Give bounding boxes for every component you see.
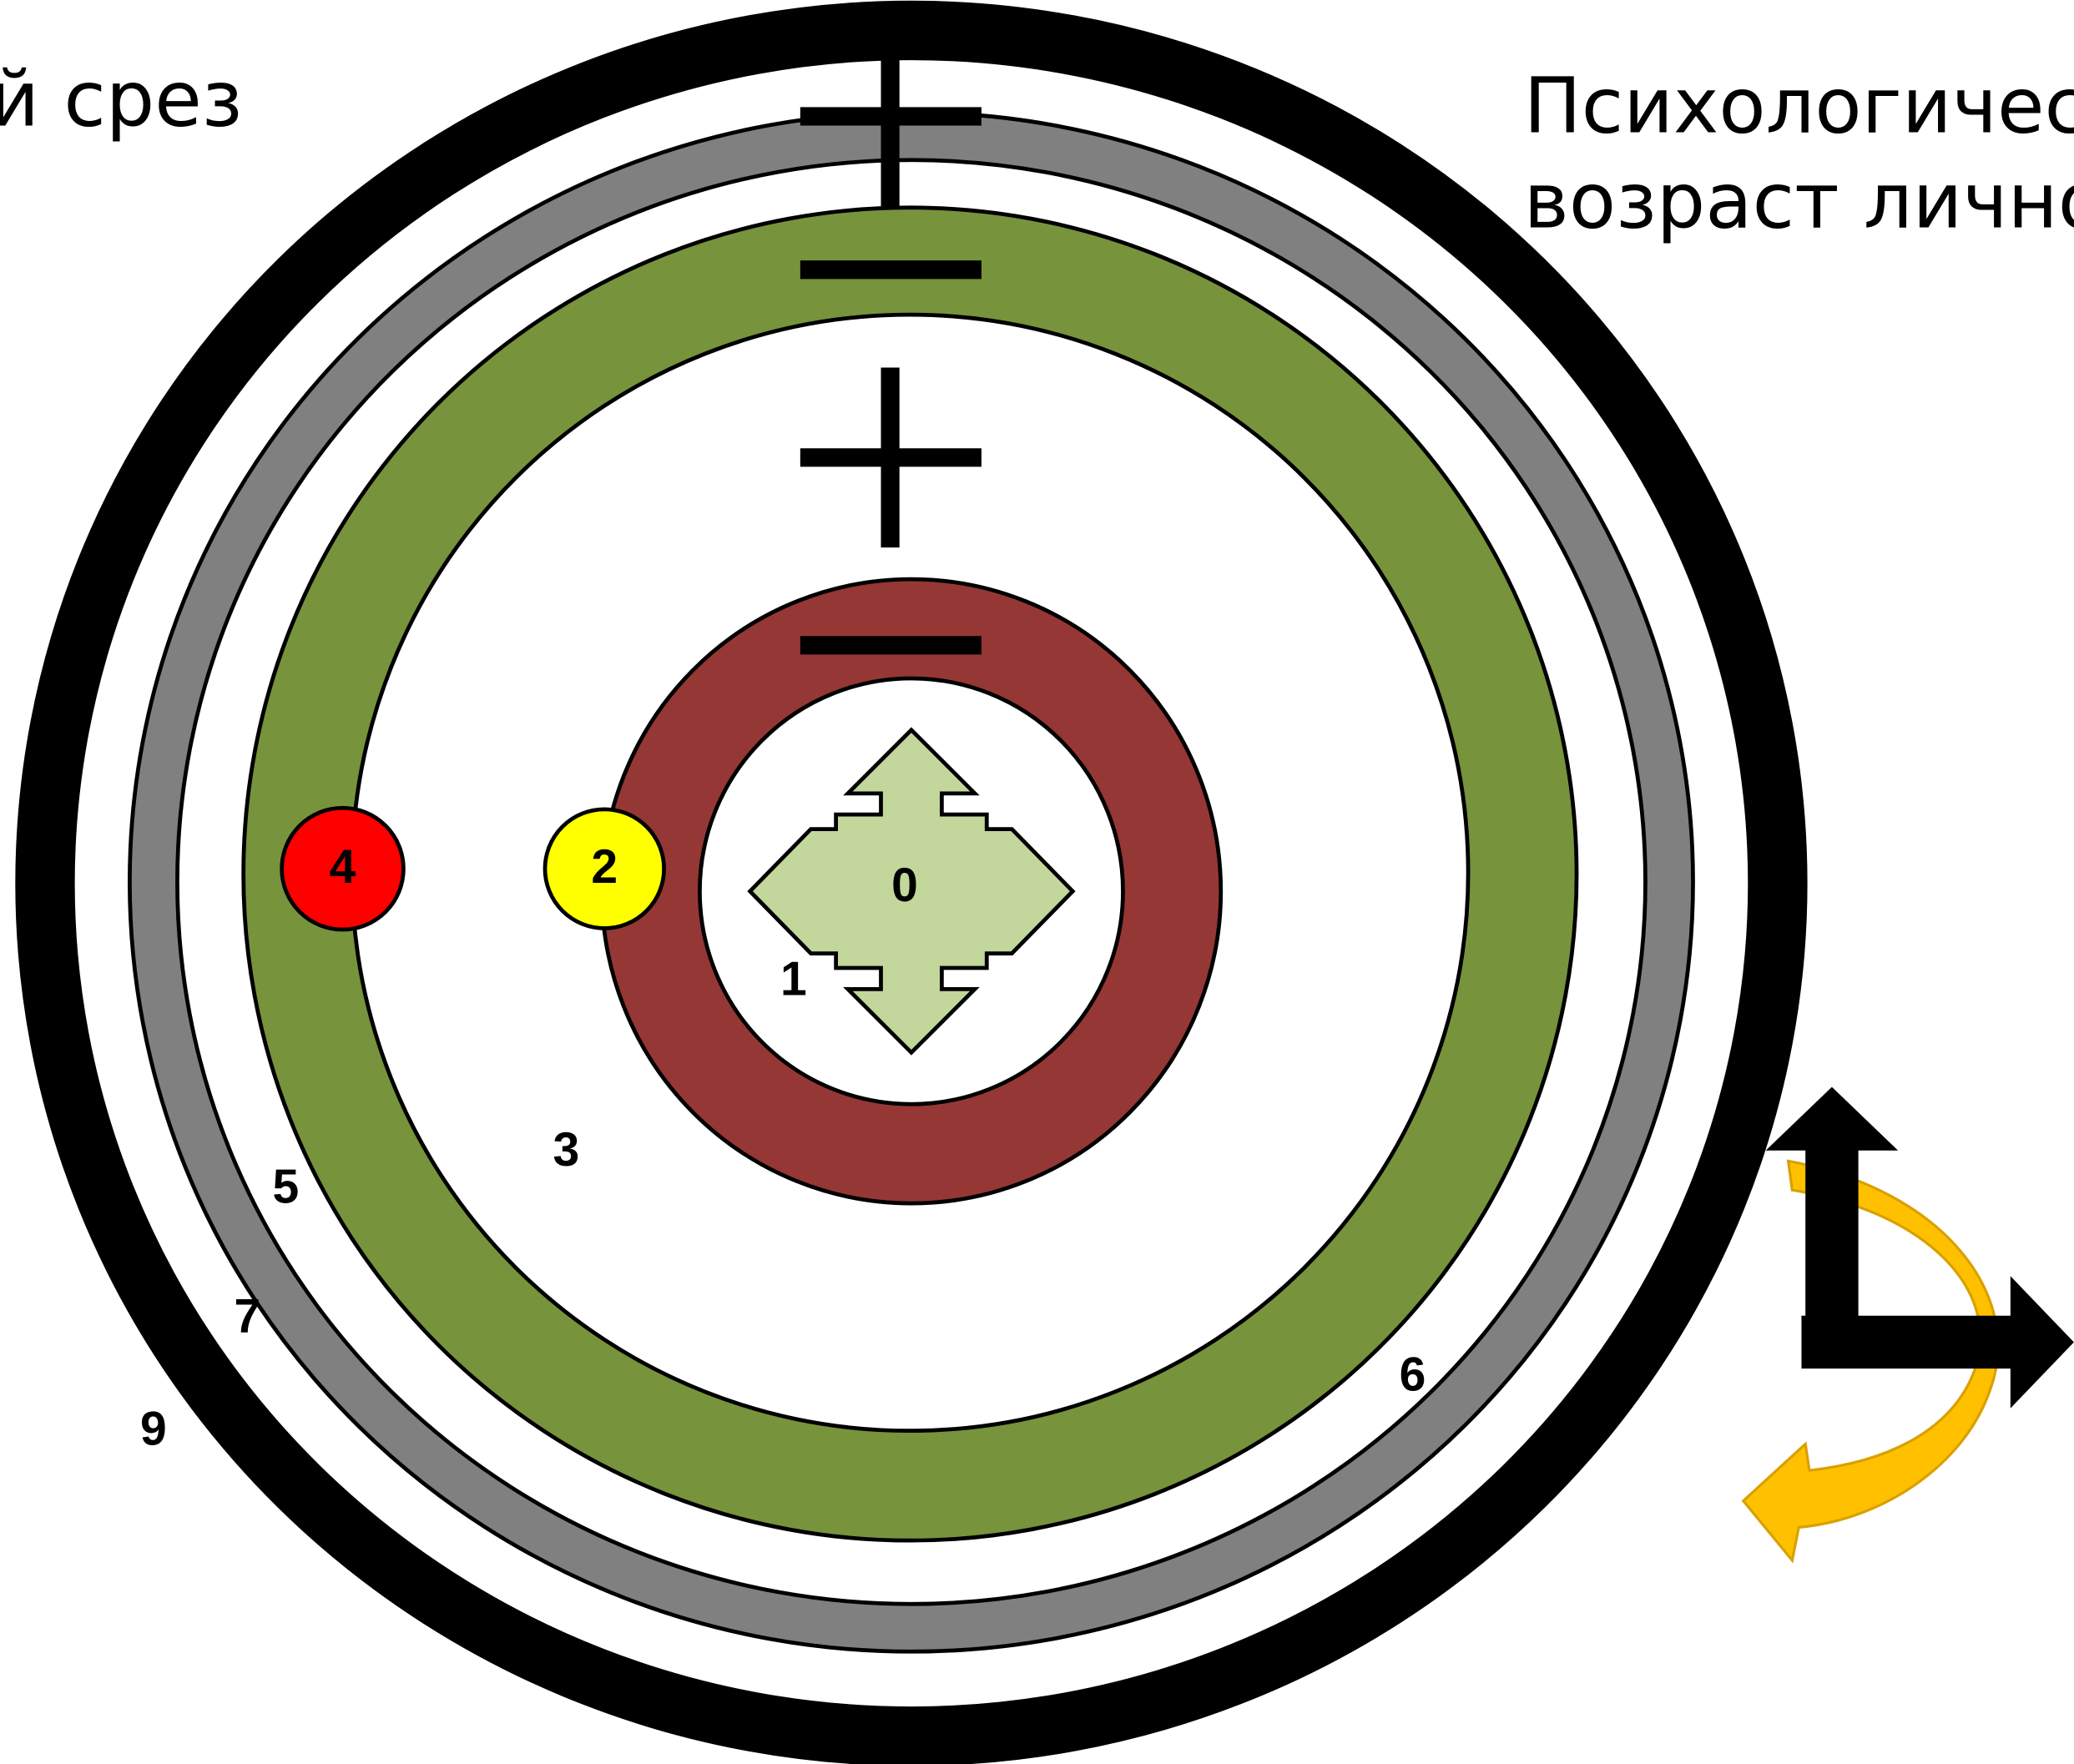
green-ring-outline [241,205,1579,1543]
red-ring-outline [698,676,1125,1106]
gray-ring-outline [175,158,1648,1606]
label: 2 [591,840,618,894]
axis-arrows [1765,1086,2074,1409]
curved-arrow [1741,1159,2000,1564]
label: 9 [140,1402,167,1455]
label: 7 [235,1290,261,1343]
right-title: возраст лично [1524,157,2074,246]
label: 6 [1400,1348,1426,1401]
label: 1 [780,953,807,1006]
label: 4 [330,840,356,894]
label: 5 [273,1160,300,1213]
gray-ring [129,112,1693,1652]
red-marker [280,805,406,932]
yellow-marker [542,807,666,930]
label: 0 [891,859,918,912]
label: 3 [553,1123,579,1177]
quad-arrow [747,727,1076,1056]
left-title: й срез [0,55,243,144]
signs [800,53,981,655]
right-title: Психологичес [1524,61,2074,150]
